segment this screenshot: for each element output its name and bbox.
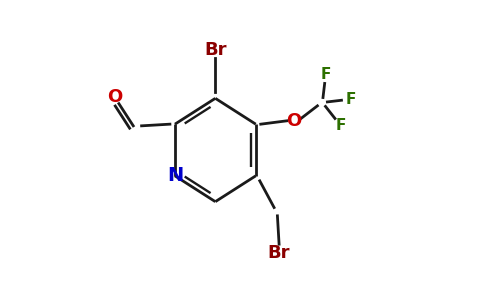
Text: F: F	[320, 67, 331, 82]
Text: O: O	[107, 88, 122, 106]
Text: N: N	[167, 166, 183, 185]
Text: Br: Br	[268, 244, 290, 262]
Text: F: F	[335, 118, 346, 133]
Text: O: O	[287, 112, 302, 130]
Text: Br: Br	[204, 41, 227, 59]
Text: F: F	[346, 92, 356, 107]
